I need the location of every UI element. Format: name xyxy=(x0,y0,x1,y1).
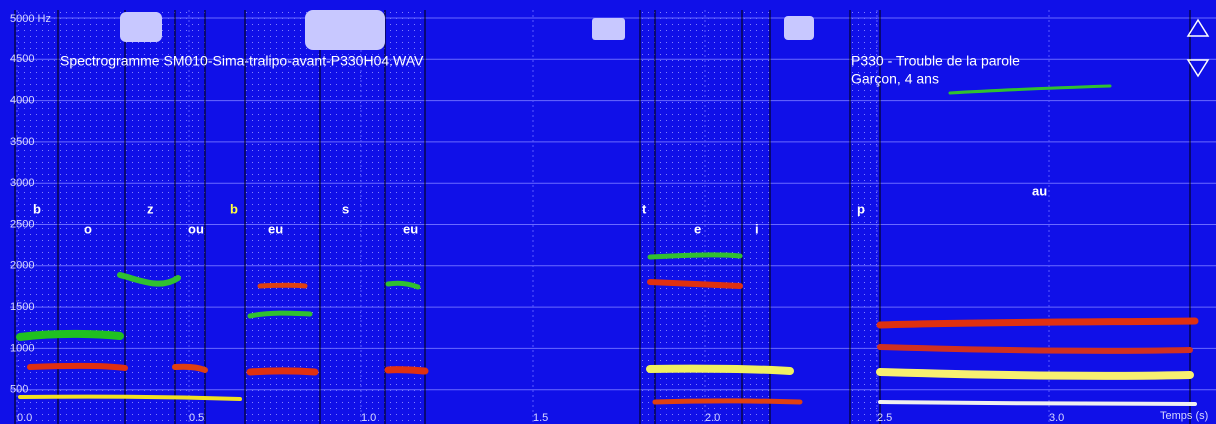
phoneme: s xyxy=(342,201,349,216)
phoneme: b xyxy=(33,201,41,216)
x-axis-label: Temps (s) xyxy=(1160,410,1208,422)
y-tick-label: 3000 xyxy=(10,177,34,189)
x-tick-label: 2.0 xyxy=(705,412,720,424)
scroll-up[interactable] xyxy=(1186,18,1210,37)
scroll-down[interactable] xyxy=(1186,59,1210,78)
x-tick-label: 1.5 xyxy=(533,412,548,424)
grid xyxy=(10,10,1216,424)
phoneme-labels: b o z ou b eu s eu t e i p au xyxy=(33,183,1047,236)
phoneme: i xyxy=(755,221,759,236)
x-tick-label: 3.0 xyxy=(1049,412,1064,424)
formants xyxy=(16,84,1199,406)
scroll-arrows xyxy=(1186,18,1210,78)
x-tick-label: 2.5 xyxy=(877,412,892,424)
y-tick-label: 4500 xyxy=(10,53,34,65)
phoneme: p xyxy=(857,201,865,216)
scroll-thumbs xyxy=(120,10,814,50)
x-tick-label: 0.0 xyxy=(17,412,32,424)
phoneme: eu xyxy=(268,221,283,236)
y-tick-label: 4000 xyxy=(10,95,34,107)
dotted-segments xyxy=(15,10,880,424)
phoneme: o xyxy=(84,221,92,236)
y-tick-label: 500 xyxy=(10,384,28,396)
phoneme: au xyxy=(1032,183,1047,198)
phoneme: ou xyxy=(188,221,204,236)
patient-detail: Garçon, 4 ans xyxy=(851,71,939,87)
y-tick-label: 2000 xyxy=(10,260,34,272)
x-tick-label: 1.0 xyxy=(361,412,376,424)
phoneme: e xyxy=(694,221,701,236)
phoneme: t xyxy=(642,201,647,216)
file-title: Spectrogramme SM010-Sima-tralipo-avant-P… xyxy=(60,53,424,69)
phoneme: z xyxy=(147,201,154,216)
y-tick-label: 2500 xyxy=(10,218,34,230)
segment-boundaries xyxy=(14,10,1191,424)
phoneme: eu xyxy=(403,221,418,236)
y-tick-label: 5000 Hz xyxy=(10,13,51,25)
x-tick-label: 0.5 xyxy=(189,412,204,424)
y-tick-label: 1500 xyxy=(10,301,34,313)
phoneme: b xyxy=(230,201,238,216)
patient-line: P330 - Trouble de la parole xyxy=(851,53,1020,69)
y-tick-label: 1000 xyxy=(10,342,34,354)
y-tick-label: 3500 xyxy=(10,136,34,148)
